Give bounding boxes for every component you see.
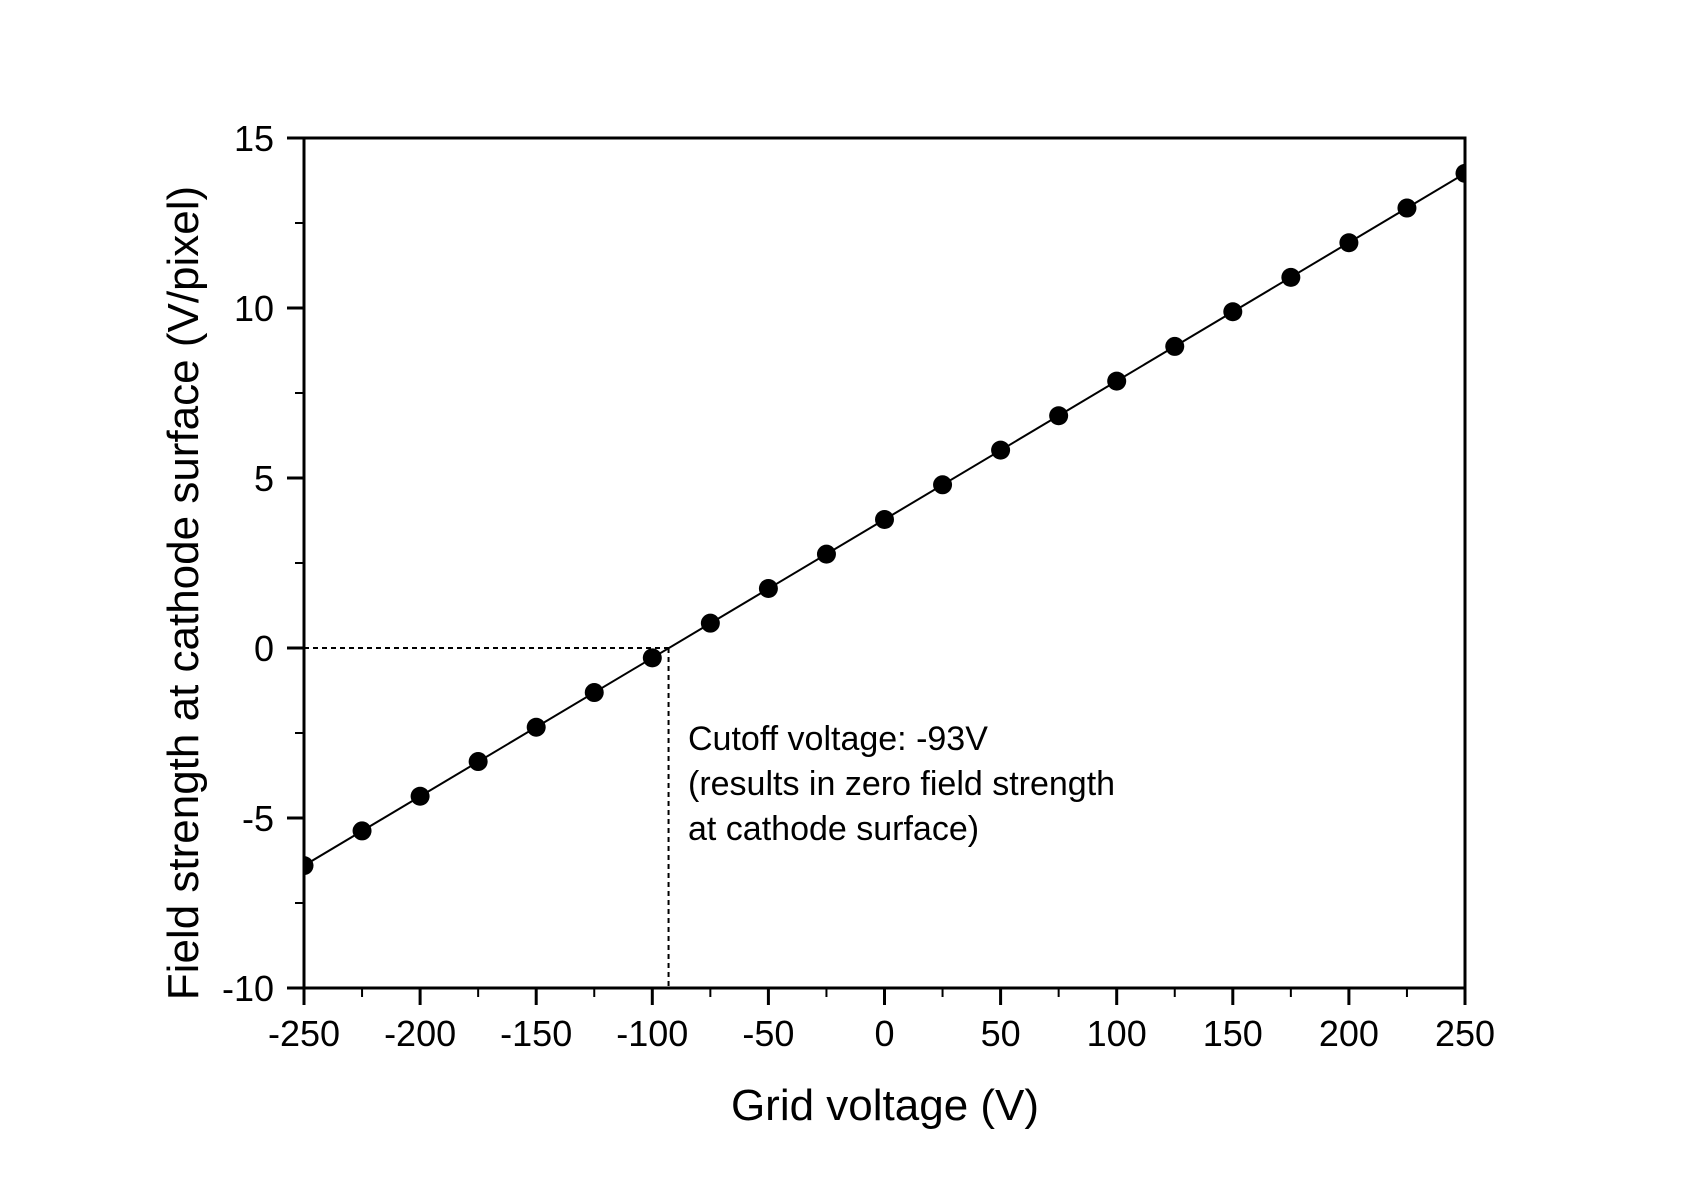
data-point bbox=[1049, 406, 1069, 426]
data-point bbox=[410, 786, 430, 806]
data-point bbox=[991, 440, 1011, 460]
x-tick-label: -250 bbox=[268, 1013, 340, 1054]
cutoff-reference-lines bbox=[304, 647, 670, 988]
x-tick-label: 250 bbox=[1435, 1013, 1495, 1054]
data-point bbox=[1165, 336, 1185, 356]
data-point bbox=[875, 509, 894, 529]
data-point bbox=[1339, 233, 1359, 253]
x-axis-tick-labels: -250 -200 -150 -100 -50 0 50 100 150 200 250 bbox=[268, 1013, 1495, 1054]
data-point bbox=[468, 752, 488, 772]
x-tick-label: 200 bbox=[1319, 1013, 1379, 1054]
data-point bbox=[700, 613, 720, 633]
y-axis-title: Field strength at cathode surface (V/pix… bbox=[159, 186, 208, 1000]
annotation-line-1: Cutoff voltage: -93V bbox=[688, 720, 988, 758]
data-markers bbox=[304, 163, 1465, 876]
data-point bbox=[933, 475, 953, 495]
x-tick-label: -100 bbox=[616, 1013, 688, 1054]
data-point bbox=[584, 683, 604, 703]
x-tick-label: 100 bbox=[1087, 1013, 1147, 1054]
x-axis-title: Grid voltage (V) bbox=[731, 1081, 1039, 1130]
y-tick-label: 0 bbox=[254, 628, 274, 669]
data-point bbox=[1455, 163, 1465, 183]
y-tick-label: -5 bbox=[242, 798, 274, 839]
annotation-line-3: at cathode surface) bbox=[688, 810, 979, 848]
y-tick-label: 10 bbox=[234, 288, 274, 329]
y-tick-label: 5 bbox=[254, 458, 274, 499]
y-tick-label: 15 bbox=[234, 118, 274, 159]
x-axis-ticks bbox=[302, 988, 1467, 1005]
data-point bbox=[816, 544, 836, 564]
cutoff-annotation: Cutoff voltage: -93V (results in zero fi… bbox=[688, 720, 1125, 848]
x-tick-label: -200 bbox=[384, 1013, 456, 1054]
data-point bbox=[758, 579, 778, 598]
data-point bbox=[1281, 267, 1301, 287]
data-point bbox=[304, 856, 314, 876]
data-point bbox=[352, 821, 372, 841]
data-point bbox=[526, 717, 546, 737]
plot-frame bbox=[302, 136, 1467, 990]
x-tick-label: 50 bbox=[981, 1013, 1021, 1054]
x-tick-label: -50 bbox=[742, 1013, 794, 1054]
plot-area bbox=[304, 163, 1465, 988]
data-point bbox=[1397, 198, 1417, 218]
data-point bbox=[1223, 302, 1243, 322]
annotation-line-2: (results in zero field strength bbox=[688, 765, 1115, 803]
y-axis-ticks bbox=[287, 136, 304, 990]
y-tick-label: -10 bbox=[222, 968, 274, 1009]
data-point bbox=[1107, 371, 1127, 391]
y-axis-tick-labels: -10 -5 0 5 10 15 bbox=[222, 118, 274, 1009]
x-tick-label: -150 bbox=[500, 1013, 572, 1054]
x-tick-label: 150 bbox=[1203, 1013, 1263, 1054]
data-point bbox=[642, 648, 662, 668]
x-tick-label: 0 bbox=[874, 1013, 894, 1054]
